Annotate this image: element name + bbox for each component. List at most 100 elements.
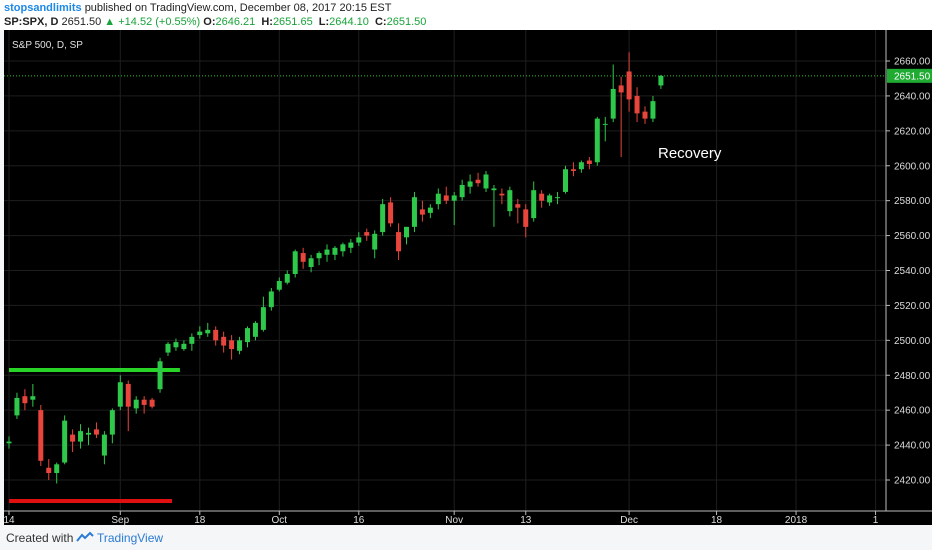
time-tick-label: Sep xyxy=(111,515,129,525)
candlestick-chart[interactable]: 2651.50 2420.00 2440.00 2460.00 2480.00 2500… xyxy=(3,30,932,526)
candle-up xyxy=(507,186,513,217)
candle-down xyxy=(523,204,529,238)
low-value: 2644.10 xyxy=(329,16,369,28)
candle-body xyxy=(300,253,306,262)
candle-body xyxy=(173,342,179,348)
price-tick-label: 2600.00 xyxy=(894,161,931,172)
author-link[interactable]: stopsandlimits xyxy=(4,2,82,14)
candle-body xyxy=(22,396,28,404)
candle-body xyxy=(483,174,489,189)
candle-up xyxy=(658,74,664,89)
candle-down xyxy=(300,247,306,269)
price-tick-label: 2580.00 xyxy=(894,196,931,207)
candle-body xyxy=(6,441,12,444)
last-price-badge-label: 2651.50 xyxy=(894,71,931,82)
candle-body xyxy=(380,204,386,233)
candle-body xyxy=(133,399,139,409)
candle-body xyxy=(515,204,521,208)
candle-down xyxy=(586,157,592,170)
footer-bar: Created with TradingView xyxy=(0,525,932,550)
candle-body xyxy=(602,123,608,125)
candle-up xyxy=(340,242,346,257)
candle-up xyxy=(157,357,163,393)
candle-down xyxy=(634,87,640,123)
time-tick-label: 18 xyxy=(194,515,206,525)
tradingview-logo-icon[interactable] xyxy=(76,531,94,546)
candle-body xyxy=(570,169,576,171)
time-tick-label: 16 xyxy=(353,515,365,525)
candle-body xyxy=(372,233,378,250)
candle-body xyxy=(356,237,362,243)
price-axis[interactable]: 2420.00 2440.00 2460.00 2480.00 2500.00 2520.… xyxy=(886,57,931,487)
candle-body xyxy=(165,343,171,353)
candle-body xyxy=(435,193,441,205)
candle-body xyxy=(70,434,76,442)
candle-body xyxy=(348,242,354,248)
grid-lines xyxy=(4,30,886,511)
candle-body xyxy=(404,226,409,238)
candle-up xyxy=(404,226,409,245)
candle-body xyxy=(308,258,314,268)
candle-body xyxy=(563,169,568,192)
candle-up xyxy=(435,188,441,210)
candle-up xyxy=(237,336,243,355)
candle-body xyxy=(507,190,513,212)
candle-body xyxy=(117,382,123,407)
candle-body xyxy=(157,361,163,390)
candle-up xyxy=(62,415,68,465)
candle-body xyxy=(594,118,600,163)
candle-body xyxy=(419,209,425,215)
candle-body xyxy=(292,251,298,274)
candle-body xyxy=(62,420,68,463)
time-axis[interactable]: 14 Sep 18 Oct 16 Nov 13 Dec 18 2018 1 xyxy=(3,511,879,526)
candle-down xyxy=(618,76,624,158)
time-tick-label: 13 xyxy=(520,515,532,525)
candle-up xyxy=(78,424,84,449)
candle-up xyxy=(467,174,473,194)
time-tick-label: Nov xyxy=(445,515,463,525)
price-tick-label: 2500.00 xyxy=(894,336,931,347)
candle-down xyxy=(642,106,648,124)
candle-down xyxy=(229,335,235,360)
candle-up xyxy=(292,249,298,278)
candle-up xyxy=(284,270,290,285)
candle-down xyxy=(125,380,131,432)
candle-down xyxy=(70,429,76,453)
recovery-annotation[interactable]: Recovery xyxy=(658,145,722,162)
price-tick-label: 2420.00 xyxy=(894,476,931,487)
candle-down xyxy=(46,459,52,480)
time-tick-label: 14 xyxy=(4,515,15,525)
last-price-badge xyxy=(887,68,932,83)
price-change: +14.52 (+0.55%) xyxy=(118,16,201,28)
candle-body xyxy=(388,202,394,224)
tradingview-brand-link[interactable]: TradingView xyxy=(97,531,164,545)
open-label: O: xyxy=(203,16,216,28)
price-tick-label: 2480.00 xyxy=(894,371,931,382)
candle-body xyxy=(467,181,473,187)
candle-up xyxy=(332,246,338,261)
candle-down xyxy=(539,190,545,208)
candle-body xyxy=(523,209,529,227)
candle-body xyxy=(332,247,338,255)
candle-body xyxy=(14,397,20,416)
candle-down xyxy=(22,389,28,411)
chart-panel[interactable]: 2651.50 2420.00 2440.00 2460.00 2480.00 2500… xyxy=(3,30,932,526)
time-tick-label: 1 xyxy=(873,515,879,525)
created-with-label: Created with xyxy=(6,531,74,545)
candle-body xyxy=(396,232,402,252)
candle-up xyxy=(531,181,537,222)
candle-up xyxy=(578,160,584,173)
candle-body xyxy=(650,101,656,119)
candle-body xyxy=(547,195,553,203)
close-label: C: xyxy=(374,16,387,28)
open-value: 2646.21 xyxy=(215,16,256,28)
candle-body xyxy=(427,207,433,213)
candle-body xyxy=(316,253,322,259)
candle-body xyxy=(109,410,115,435)
candle-body xyxy=(245,328,250,343)
candle-down xyxy=(141,396,147,414)
symbol-label: SP:SPX, D xyxy=(4,16,59,28)
candle-body xyxy=(125,383,131,407)
candle-down xyxy=(388,197,394,227)
low-label: L: xyxy=(318,16,330,28)
